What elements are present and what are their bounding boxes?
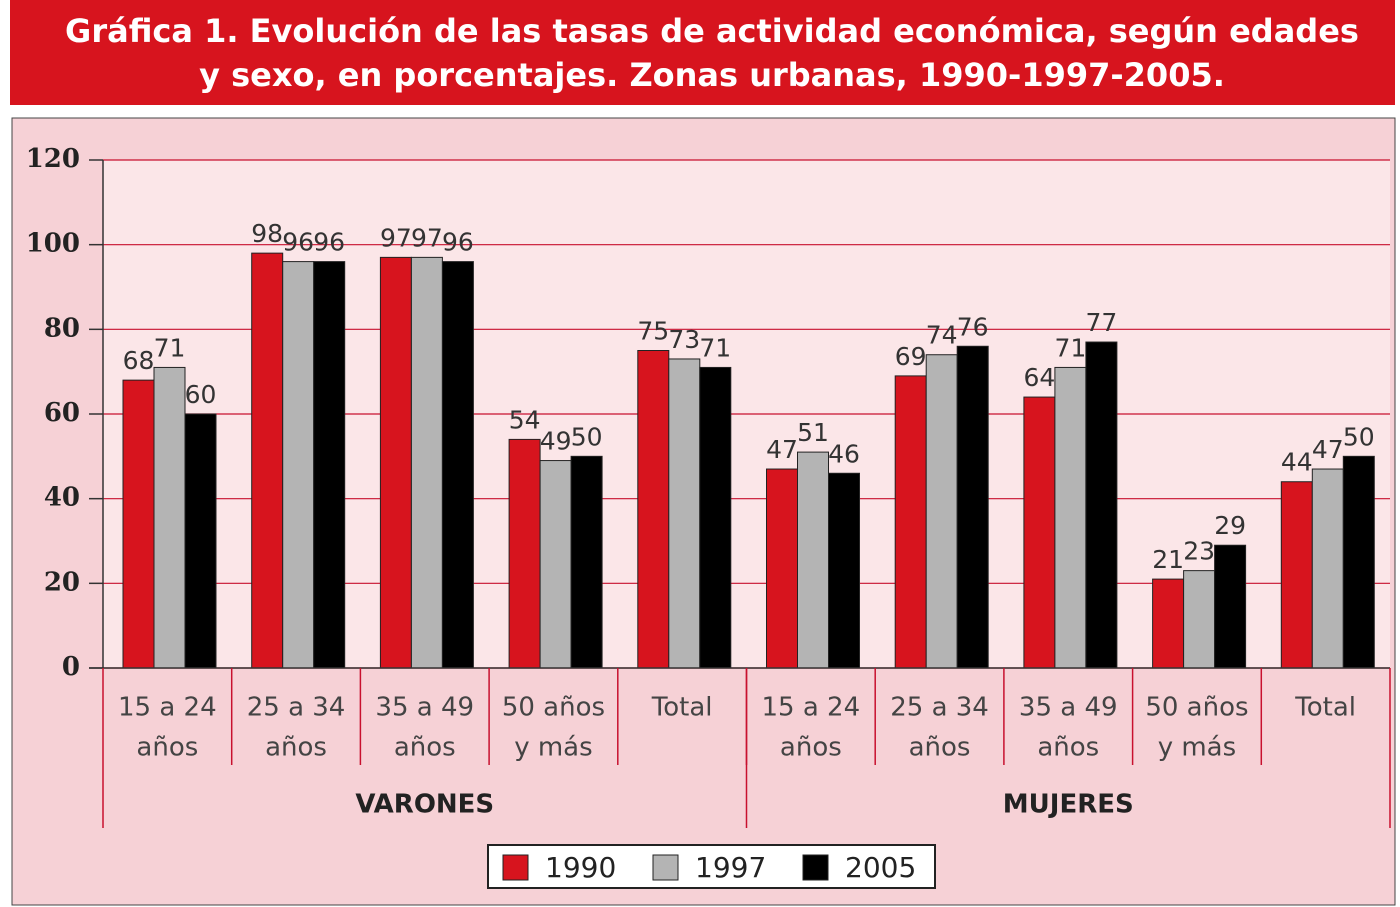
- legend-swatch: [652, 854, 679, 881]
- bar: [1085, 341, 1118, 669]
- x-tick-label: 35 a 49: [1019, 693, 1118, 723]
- value-label: 97: [380, 223, 412, 252]
- bar: [539, 460, 572, 669]
- x-tick-label: 35 a 49: [375, 693, 474, 723]
- bar: [313, 261, 346, 669]
- y-tick-label: 20: [44, 567, 80, 597]
- value-label: 60: [185, 380, 217, 409]
- x-tick-label: y más: [1158, 733, 1236, 763]
- bar: [184, 413, 217, 669]
- value-label: 97: [411, 223, 443, 252]
- bar: [251, 252, 284, 669]
- legend-swatch: [502, 854, 529, 881]
- y-tick-label: 40: [44, 483, 80, 513]
- value-label: 96: [282, 228, 314, 257]
- value-label: 71: [154, 333, 186, 362]
- bar: [1311, 468, 1344, 669]
- bar: [1023, 396, 1056, 669]
- legend-label: 1990: [545, 851, 616, 884]
- x-tick-label: años: [265, 733, 327, 763]
- legend-swatch: [802, 854, 829, 881]
- value-label: 96: [442, 228, 474, 257]
- value-label: 21: [1152, 545, 1184, 574]
- bar: [668, 358, 701, 669]
- value-label: 71: [699, 333, 731, 362]
- value-label: 68: [123, 346, 155, 375]
- value-label: 49: [540, 427, 572, 456]
- value-label: 69: [895, 342, 927, 371]
- x-tick-label: y más: [514, 733, 592, 763]
- chart-title: Gráfica 1. Evolución de las tasas de act…: [65, 12, 1359, 50]
- x-tick-label: años: [909, 733, 971, 763]
- bar: [925, 354, 958, 669]
- bar: [1152, 578, 1185, 669]
- x-tick-label: 25 a 34: [890, 693, 989, 723]
- bar: [797, 451, 829, 669]
- x-tick-label: 15 a 24: [762, 693, 861, 723]
- bar: [410, 256, 443, 669]
- value-label: 23: [1183, 537, 1215, 566]
- bar: [379, 256, 412, 669]
- bar: [766, 468, 798, 669]
- value-label: 74: [926, 321, 958, 350]
- value-label: 47: [1312, 435, 1344, 464]
- value-label: 76: [957, 312, 989, 341]
- bar: [153, 366, 186, 669]
- x-tick-label: 25 a 34: [247, 693, 346, 723]
- x-tick-label: años: [1037, 733, 1099, 763]
- value-label: 96: [313, 228, 345, 257]
- value-label: 75: [637, 317, 669, 346]
- y-tick-label: 80: [44, 313, 80, 343]
- chart-title: y sexo, en porcentajes. Zonas urbanas, 1…: [199, 56, 1225, 94]
- y-tick-label: 120: [26, 144, 80, 174]
- group-label: VARONES: [355, 790, 494, 820]
- bar: [828, 472, 860, 669]
- value-label: 51: [797, 418, 829, 447]
- value-label: 73: [668, 325, 700, 354]
- value-label: 98: [251, 219, 283, 248]
- y-tick-label: 100: [26, 229, 80, 259]
- value-label: 77: [1085, 308, 1117, 337]
- bar: [1214, 544, 1247, 669]
- x-tick-label: 50 años: [502, 693, 605, 723]
- bar: [282, 261, 315, 669]
- value-label: 46: [828, 439, 860, 468]
- x-tick-label: 50 años: [1145, 693, 1248, 723]
- value-label: 71: [1054, 333, 1086, 362]
- bar: [1054, 366, 1087, 669]
- x-tick-label: Total: [651, 693, 713, 723]
- bar: [122, 379, 155, 669]
- value-label: 50: [1343, 422, 1375, 451]
- bar: [956, 345, 989, 669]
- value-label: 47: [766, 435, 798, 464]
- value-label: 54: [509, 405, 541, 434]
- title-banner: [10, 0, 1395, 105]
- bar: [699, 366, 732, 669]
- x-tick-label: años: [780, 733, 842, 763]
- bar: [1183, 570, 1216, 669]
- y-tick-label: 0: [62, 652, 80, 682]
- bar: [1280, 481, 1313, 669]
- x-tick-label: años: [394, 733, 456, 763]
- x-tick-label: Total: [1294, 693, 1356, 723]
- bar: [1342, 455, 1375, 669]
- bar: [508, 438, 541, 669]
- bar: [441, 261, 474, 669]
- group-label: MUJERES: [1003, 790, 1134, 820]
- legend-box: [487, 844, 936, 889]
- x-tick-label: años: [136, 733, 198, 763]
- legend-label: 1997: [695, 851, 766, 884]
- value-label: 50: [571, 422, 603, 451]
- value-label: 44: [1281, 448, 1313, 477]
- y-tick-label: 60: [44, 398, 80, 428]
- legend-label: 2005: [845, 851, 916, 884]
- bar: [637, 350, 670, 669]
- bar: [894, 375, 927, 669]
- bar: [570, 455, 603, 669]
- value-label: 29: [1214, 511, 1246, 540]
- value-label: 64: [1023, 363, 1055, 392]
- x-tick-label: 15 a 24: [118, 693, 217, 723]
